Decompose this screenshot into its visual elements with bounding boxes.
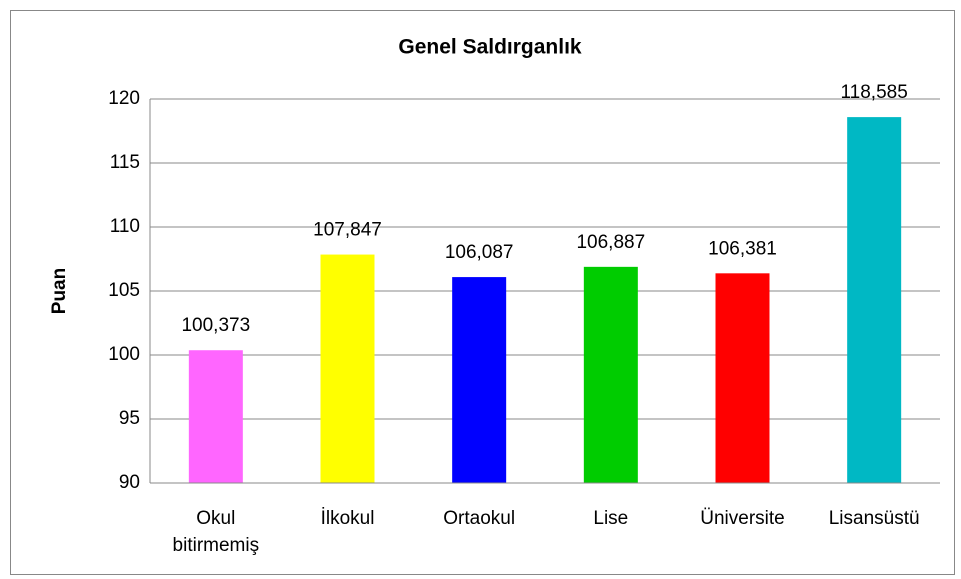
- data-label: 107,847: [313, 220, 382, 241]
- x-tick-label: İlkokul: [320, 508, 375, 529]
- y-tick-label: 100: [108, 344, 140, 365]
- bar: [715, 273, 770, 483]
- x-tick-label: Lise: [593, 508, 629, 529]
- y-tick-label: 115: [110, 152, 140, 173]
- y-tick-label: 90: [119, 472, 140, 493]
- data-label: 106,381: [708, 238, 777, 259]
- x-tick-label: Lisansüstü: [828, 508, 920, 529]
- bar: [847, 117, 902, 483]
- bar: [320, 254, 375, 483]
- y-axis-label: Puan: [49, 268, 70, 314]
- data-label: 100,373: [181, 315, 250, 336]
- bar: [188, 350, 243, 483]
- y-tick-label: 95: [119, 408, 140, 429]
- bar: [452, 277, 507, 483]
- x-tick-label: Ortaokul: [443, 508, 516, 529]
- x-tick-label: Üniversite: [700, 508, 785, 529]
- y-tick-label: 110: [110, 216, 140, 237]
- data-label: 106,087: [445, 242, 514, 263]
- data-label: 118,585: [841, 82, 908, 103]
- data-label: 106,887: [576, 232, 645, 253]
- y-tick-label: 120: [108, 88, 140, 109]
- y-tick-label: 105: [108, 280, 140, 301]
- x-tick-label: Okul bitirmemiş: [172, 508, 260, 556]
- chart-title: Genel Saldırganlık: [398, 36, 582, 59]
- bar: [583, 266, 638, 483]
